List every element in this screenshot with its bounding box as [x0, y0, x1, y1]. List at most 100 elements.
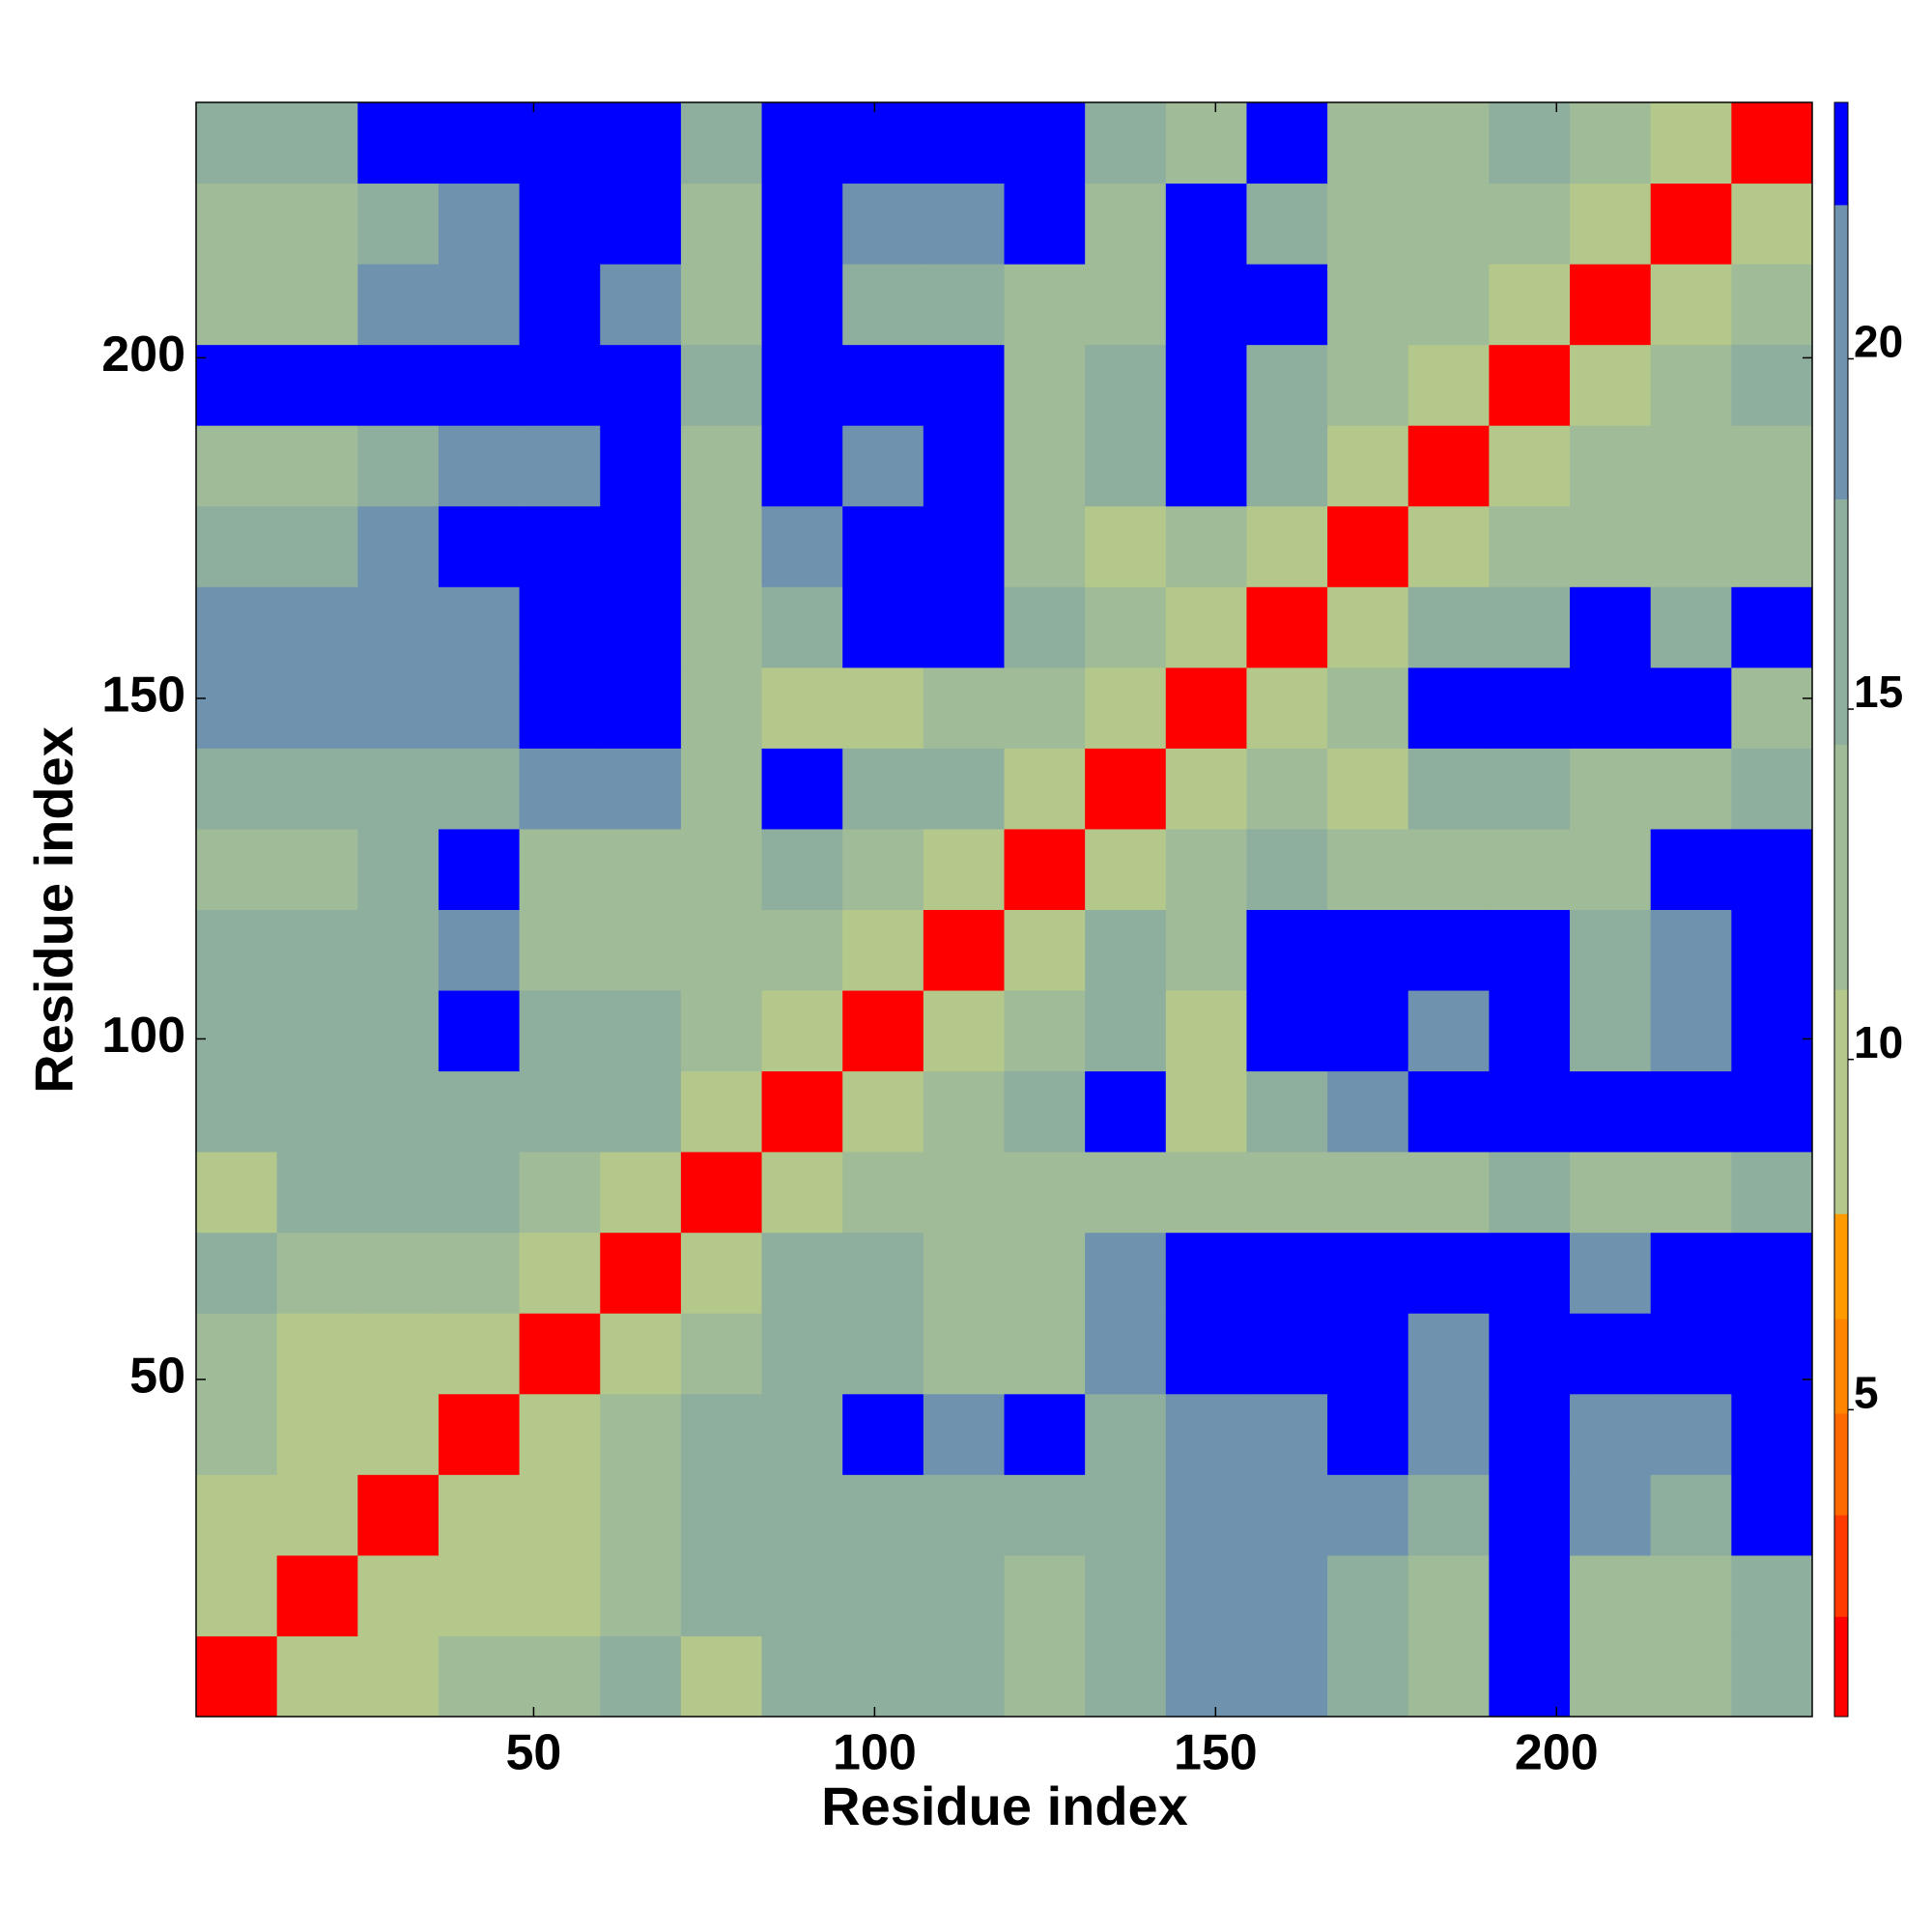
heatmap-cell	[357, 909, 440, 991]
heatmap-cell	[1085, 667, 1167, 749]
x-axis-title: Residue index	[821, 1776, 1188, 1836]
heatmap-cell	[1570, 1232, 1652, 1314]
heatmap-cell	[438, 1474, 521, 1556]
heatmap-cell	[1731, 667, 1813, 749]
heatmap-cell	[519, 102, 601, 185]
heatmap-cell	[357, 1151, 440, 1234]
heatmap-cell	[842, 990, 924, 1072]
heatmap-cell	[519, 1554, 601, 1636]
heatmap-cell	[1004, 102, 1086, 185]
heatmap-cell	[357, 1554, 440, 1636]
heatmap-cell	[519, 748, 601, 830]
heatmap-cell	[1650, 828, 1732, 910]
heatmap-cell	[680, 667, 763, 749]
heatmap-cell	[1489, 1393, 1571, 1475]
heatmap-cell	[1004, 1151, 1086, 1234]
heatmap-cell	[761, 586, 843, 668]
heatmap-cell	[1570, 748, 1652, 830]
heatmap-cell	[842, 1474, 924, 1556]
heatmap-cell	[196, 1554, 278, 1636]
heatmap-cell	[680, 1554, 763, 1636]
heatmap-cell	[1085, 505, 1167, 587]
y-tick-label: 150	[101, 668, 185, 724]
heatmap-cell	[680, 1070, 763, 1152]
heatmap-cell	[519, 828, 601, 910]
heatmap-cell	[923, 1635, 1005, 1718]
heatmap-cell	[1246, 828, 1328, 910]
heatmap-cell	[1407, 828, 1490, 910]
heatmap-cell	[1004, 909, 1086, 991]
heatmap-cell	[1407, 748, 1490, 830]
heatmap-cell	[438, 990, 521, 1072]
heatmap-cell	[196, 667, 278, 749]
heatmap-cell	[1489, 102, 1571, 185]
heatmap-cell	[923, 183, 1005, 265]
heatmap-cell	[761, 1070, 843, 1152]
colorbar-band	[1834, 989, 1848, 1214]
heatmap-cell	[357, 990, 440, 1072]
y-tick-label: 100	[101, 1008, 185, 1064]
heatmap-cell	[600, 264, 682, 346]
heatmap-cell	[357, 505, 440, 587]
heatmap-cell	[842, 1554, 924, 1636]
heatmap-cell	[1407, 102, 1490, 185]
heatmap-cell	[761, 344, 843, 426]
heatmap-cell	[1327, 1635, 1409, 1718]
heatmap-cell	[1327, 344, 1409, 426]
heatmap-cell	[276, 1151, 358, 1234]
heatmap-cell	[1165, 990, 1247, 1072]
heatmap-cell	[600, 828, 682, 910]
heatmap-cell	[1650, 667, 1732, 749]
heatmap-cell	[1246, 1232, 1328, 1314]
heatmap-cell	[1004, 748, 1086, 830]
heatmap-cell	[1327, 1070, 1409, 1152]
heatmap-cell	[519, 264, 601, 346]
heatmap-cell	[1407, 425, 1490, 507]
heatmap-cell	[1570, 183, 1652, 265]
heatmap-cell	[1165, 748, 1247, 830]
heatmap-cell	[923, 1474, 1005, 1556]
heatmap-cell	[1327, 1313, 1409, 1395]
heatmap-cell	[680, 1635, 763, 1718]
heatmap-cell	[1004, 425, 1086, 507]
heatmap-cell	[842, 425, 924, 507]
heatmap-cell	[1489, 1313, 1571, 1395]
heatmap-cell	[842, 667, 924, 749]
heatmap-cell	[438, 183, 521, 265]
heatmap-cell	[923, 1393, 1005, 1475]
heatmap-cell	[923, 990, 1005, 1072]
heatmap-cell	[276, 1554, 358, 1636]
heatmap-cell	[357, 102, 440, 185]
heatmap-cell	[438, 1393, 521, 1475]
heatmap-cell	[1085, 1393, 1167, 1475]
heatmap-cell	[1731, 1151, 1813, 1234]
heatmap-cell	[923, 1070, 1005, 1152]
heatmap-cell	[680, 505, 763, 587]
heatmap-cell	[680, 1474, 763, 1556]
heatmap-cell	[1650, 183, 1732, 265]
heatmap-cell	[1489, 344, 1571, 426]
heatmap-cell	[1407, 1232, 1490, 1314]
heatmap-cell	[842, 505, 924, 587]
heatmap-cell	[1407, 586, 1490, 668]
heatmap-cell	[1246, 909, 1328, 991]
heatmap-cell	[680, 102, 763, 185]
heatmap-cell	[1246, 1474, 1328, 1556]
heatmap-cell	[1327, 909, 1409, 991]
heatmap-cell	[196, 828, 278, 910]
heatmap-cell	[1731, 344, 1813, 426]
heatmap-cell	[357, 1635, 440, 1718]
heatmap-cell	[761, 102, 843, 185]
heatmap-cell	[1004, 1232, 1086, 1314]
heatmap-cell	[1327, 990, 1409, 1072]
colorbar-band	[1834, 204, 1848, 499]
heatmap-cell	[1246, 990, 1328, 1072]
heatmap-cell	[1731, 183, 1813, 265]
heatmap-cell	[923, 425, 1005, 507]
heatmap-cell	[357, 828, 440, 910]
heatmap-cell	[600, 586, 682, 668]
heatmap-cell	[1650, 425, 1732, 507]
heatmap-cell	[1004, 586, 1086, 668]
heatmap-cell	[1731, 990, 1813, 1072]
heatmap-cell	[196, 1393, 278, 1475]
